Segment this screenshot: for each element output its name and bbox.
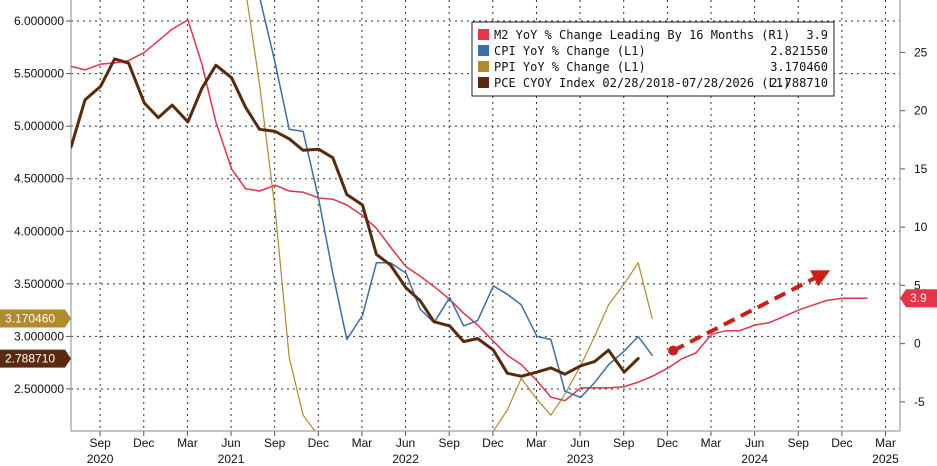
series-line-2 bbox=[246, 0, 653, 431]
right-tick-label-3: 10 bbox=[914, 220, 928, 234]
x-tick-month-10: Mar bbox=[526, 436, 547, 450]
left-tick-label-7: 6.000000 bbox=[14, 14, 64, 28]
x-tick-year-11: 2023 bbox=[567, 452, 594, 466]
right-value-flag bbox=[900, 289, 937, 308]
x-tick-month-15: Jun bbox=[745, 436, 764, 450]
x-tick-month-4: Sep bbox=[264, 436, 286, 450]
x-tick-month-2: Mar bbox=[177, 436, 198, 450]
legend-swatch-1 bbox=[478, 45, 489, 56]
legend-swatch-3 bbox=[478, 77, 489, 88]
legend-label-1: CPI YoY % Change (L1) bbox=[494, 44, 646, 58]
left-value-flag-label-3: 2.788710 bbox=[5, 352, 55, 366]
legend-swatch-0 bbox=[478, 29, 489, 40]
legend-label-3: PCE CYOY Index 02/28/2018-07/28/2026 (L1… bbox=[494, 76, 790, 90]
right-tick-label-2: 5 bbox=[914, 278, 921, 292]
legend-value-2: 3.170460 bbox=[770, 60, 828, 74]
x-tick-month-1: Dec bbox=[133, 436, 154, 450]
legend-value-3: 2.788710 bbox=[770, 76, 828, 90]
x-tick-year-15: 2024 bbox=[741, 452, 768, 466]
x-tick-year-7: 2022 bbox=[392, 452, 419, 466]
left-tick-label-3: 4.000000 bbox=[14, 224, 64, 238]
left-tick-label-1: 3.000000 bbox=[14, 329, 64, 343]
legend-label-0: M2 YoY % Change Leading By 16 Months (R1… bbox=[494, 28, 790, 42]
legend-value-0: 3.9 bbox=[806, 28, 828, 42]
right-tick-label-6: 25 bbox=[914, 45, 928, 59]
left-value-flag-label-2: 3.170460 bbox=[5, 311, 55, 325]
right-tick-label-0: -5 bbox=[914, 395, 925, 409]
left-tick-label-4: 4.500000 bbox=[14, 172, 64, 186]
legend: M2 YoY % Change Leading By 16 Months (R1… bbox=[471, 21, 835, 97]
x-tick-month-12: Sep bbox=[613, 436, 635, 450]
x-tick-month-0: Sep bbox=[89, 436, 111, 450]
x-tick-year-18: 2025 bbox=[872, 452, 899, 466]
series-line-0 bbox=[71, 19, 868, 402]
x-tick-month-8: Sep bbox=[439, 436, 461, 450]
x-tick-year-3: 2021 bbox=[218, 452, 245, 466]
legend-box bbox=[471, 21, 835, 97]
x-tick-month-7: Jun bbox=[396, 436, 415, 450]
legend-value-1: 2.821550 bbox=[770, 44, 828, 58]
x-tick-month-17: Dec bbox=[831, 436, 852, 450]
projection-arrowhead bbox=[810, 270, 831, 287]
x-tick-month-16: Sep bbox=[788, 436, 810, 450]
right-value-flag-label: 3.9 bbox=[910, 291, 927, 305]
left-value-flag-2 bbox=[0, 309, 71, 328]
x-tick-month-14: Mar bbox=[701, 436, 722, 450]
x-tick-month-9: Dec bbox=[482, 436, 503, 450]
left-tick-label-5: 5.000000 bbox=[14, 119, 64, 133]
x-tick-year-0: 2020 bbox=[87, 452, 114, 466]
x-tick-month-5: Dec bbox=[308, 436, 329, 450]
x-tick-month-11: Jun bbox=[570, 436, 589, 450]
x-tick-month-6: Mar bbox=[352, 436, 373, 450]
legend-swatch-2 bbox=[478, 61, 489, 72]
x-tick-month-18: Mar bbox=[875, 436, 896, 450]
left-value-flag-3 bbox=[0, 349, 71, 368]
right-tick-label-5: 20 bbox=[914, 104, 928, 118]
x-tick-month-3: Jun bbox=[221, 436, 240, 450]
right-tick-label-4: 15 bbox=[914, 162, 928, 176]
x-tick-month-13: Dec bbox=[657, 436, 678, 450]
left-tick-label-6: 5.500000 bbox=[14, 67, 64, 81]
axes: 2.500000 3.000000 3.500000 4.000000 4.500000… bbox=[14, 0, 928, 466]
series-line-1 bbox=[259, 0, 653, 399]
left-tick-label-2: 3.500000 bbox=[14, 277, 64, 291]
series-line-3 bbox=[71, 57, 640, 378]
legend-label-2: PPI YoY % Change (L1) bbox=[494, 60, 646, 74]
left-tick-label-0: 2.500000 bbox=[14, 382, 64, 396]
right-tick-label-1: 0 bbox=[914, 337, 921, 351]
projection-arrow-line bbox=[672, 276, 816, 353]
value-flags: 3.170460 2.788710 3.9 bbox=[0, 289, 937, 368]
series-layer bbox=[71, 0, 868, 431]
